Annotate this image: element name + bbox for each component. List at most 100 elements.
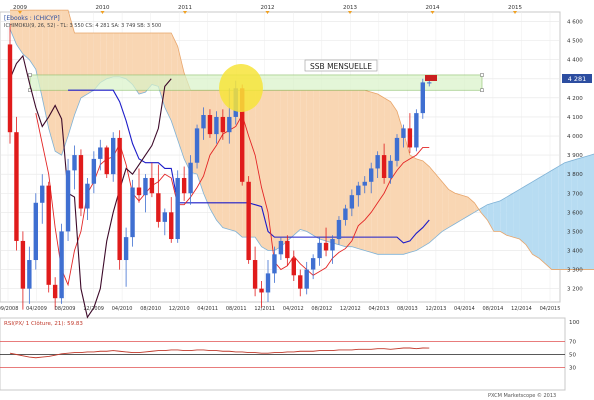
candle-body bbox=[123, 237, 129, 261]
candle-body bbox=[362, 181, 367, 186]
highlight-circle bbox=[219, 64, 263, 112]
x-tick-label: 04/2009 bbox=[26, 306, 47, 312]
cloud-segment bbox=[493, 200, 501, 232]
band-handle bbox=[480, 73, 484, 77]
annotation-box bbox=[304, 59, 378, 72]
rsi-line bbox=[9, 347, 430, 359]
x-tick-label: 04/2013 bbox=[368, 306, 389, 312]
x-tick-label: 08/2014 bbox=[483, 306, 504, 312]
candle-body bbox=[285, 240, 290, 259]
x-tick-label: 12/2014 bbox=[511, 306, 532, 312]
cloud-segment bbox=[29, 10, 36, 70]
cloud-segment bbox=[551, 166, 559, 270]
candle-body bbox=[85, 183, 90, 209]
rsi-tick-label: 70 bbox=[569, 340, 576, 346]
candle-body bbox=[33, 202, 38, 261]
tenkan-line bbox=[35, 113, 430, 287]
candle-body bbox=[394, 137, 400, 161]
candle-body bbox=[369, 168, 374, 182]
cloud-segment bbox=[119, 32, 127, 79]
x-year-label: 2011 bbox=[178, 5, 192, 11]
cloud-segment bbox=[338, 90, 346, 247]
cloud-segment bbox=[564, 160, 572, 270]
candle-body bbox=[98, 147, 103, 159]
y-tick-label: 3 400 bbox=[567, 248, 583, 254]
cloud-segment bbox=[222, 90, 230, 230]
cloud-segment bbox=[16, 10, 23, 54]
cloud-segment bbox=[300, 90, 307, 232]
band-handle bbox=[480, 88, 484, 92]
y-tick-label: 3 500 bbox=[567, 229, 583, 235]
cloud-segment bbox=[255, 90, 262, 247]
candle-body bbox=[401, 128, 406, 138]
cloud-segment bbox=[306, 90, 314, 236]
candle-body bbox=[104, 147, 109, 175]
y-tick-label: 3 700 bbox=[567, 191, 583, 197]
band-handle bbox=[28, 73, 32, 77]
x-tick-label: 04/2012 bbox=[283, 306, 304, 312]
x-year-label: 2009 bbox=[13, 5, 27, 11]
cloud-segment bbox=[358, 90, 365, 251]
cloud-segment bbox=[429, 166, 436, 243]
candle-body bbox=[259, 288, 264, 293]
chikou-line bbox=[9, 54, 172, 319]
cloud-segment bbox=[126, 32, 133, 85]
cloud-segment bbox=[558, 162, 565, 270]
cloud-segment bbox=[442, 181, 449, 232]
cloud-segment bbox=[513, 189, 520, 240]
cloud-segment bbox=[42, 10, 49, 129]
candle-body bbox=[414, 113, 419, 148]
chart-params: ICHIMOKU(9, 26, 52) - TL: 3 550 CS: 4 28… bbox=[4, 23, 161, 29]
cloud-segment bbox=[455, 193, 462, 224]
rsi-plot-area bbox=[0, 317, 566, 391]
candle-body bbox=[111, 137, 116, 175]
year-marker bbox=[18, 11, 22, 14]
x-tick-label: 12/2009 bbox=[83, 306, 104, 312]
cloud-segment bbox=[532, 177, 539, 259]
x-tick-label: 08/2010 bbox=[140, 306, 161, 312]
rsi-indicator: 100 70 50 30 bbox=[0, 320, 580, 372]
candle-body bbox=[78, 155, 84, 209]
candle-body bbox=[130, 187, 135, 238]
candle-body bbox=[317, 242, 322, 259]
price-marker bbox=[425, 75, 437, 81]
candle-body bbox=[59, 231, 64, 299]
candle-body bbox=[407, 128, 413, 148]
candle-body bbox=[194, 128, 200, 163]
candle-body bbox=[272, 254, 277, 274]
cloud-segment bbox=[216, 90, 223, 228]
cloud-segment bbox=[371, 92, 378, 255]
cloud-segment bbox=[345, 90, 352, 247]
cloud-segment bbox=[448, 189, 456, 228]
candle-body bbox=[349, 195, 355, 209]
x-tick-label: 04/2014 bbox=[454, 306, 475, 312]
y-tick-label: 3 600 bbox=[567, 210, 583, 216]
cloud-segment bbox=[590, 154, 594, 270]
candle-body bbox=[278, 240, 284, 255]
candle-body bbox=[181, 177, 187, 194]
x-tick-label: 09/2008 bbox=[0, 306, 18, 312]
cloud-segment bbox=[519, 185, 526, 245]
candle-body bbox=[240, 88, 245, 182]
candle-body bbox=[304, 269, 309, 289]
candle-body bbox=[91, 158, 97, 184]
cloud-segment bbox=[177, 46, 185, 159]
cloud-segment bbox=[416, 158, 423, 251]
x-tick-label: 12/2013 bbox=[426, 306, 447, 312]
candle-body bbox=[375, 155, 380, 169]
cloud-segment bbox=[526, 181, 533, 255]
y-tick-label: 3 900 bbox=[567, 153, 583, 159]
candle-body bbox=[149, 177, 155, 194]
cloud-segment bbox=[377, 94, 385, 255]
candle-body bbox=[252, 260, 258, 289]
cloud-segment bbox=[487, 202, 494, 232]
cloud-segment bbox=[74, 32, 81, 116]
year-marker bbox=[265, 11, 270, 14]
candle-body bbox=[207, 115, 213, 135]
candle-body bbox=[388, 160, 393, 178]
year-marker bbox=[183, 11, 187, 14]
cloud-segment bbox=[403, 132, 410, 255]
x-tick-label: 08/2009 bbox=[55, 306, 76, 312]
cloud-segment bbox=[474, 202, 481, 213]
candle-body bbox=[323, 242, 329, 251]
